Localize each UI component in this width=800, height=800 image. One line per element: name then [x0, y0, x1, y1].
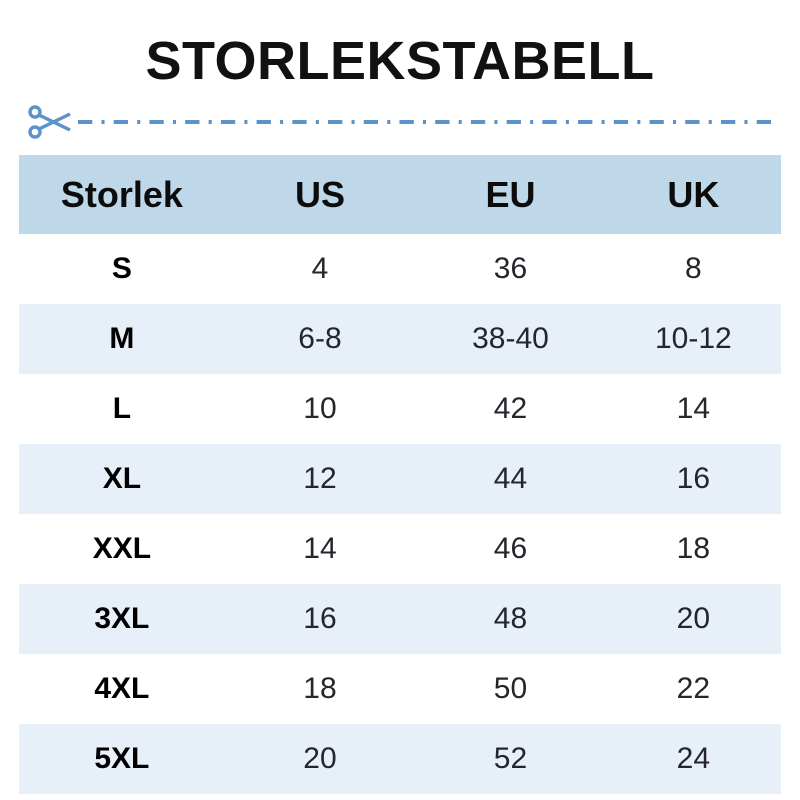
value-cell: 22	[676, 672, 711, 705]
scissors-icon	[28, 105, 71, 139]
size-cell: XL	[102, 462, 142, 495]
table-row-l: L 10 42 14	[19, 374, 781, 444]
value-cell: 24	[676, 742, 711, 775]
value-cell: 10-12	[655, 322, 732, 355]
table-row-3xl: 3XL 16 48 20	[19, 584, 781, 654]
value-cell: 42	[493, 392, 528, 425]
value-cell: 48	[493, 602, 528, 635]
size-cell: L	[112, 392, 132, 425]
value-cell: 12	[303, 462, 337, 495]
value-cell: 14	[303, 532, 337, 565]
value-cell: 14	[676, 392, 711, 425]
table-row-xl: XL 12 44 16	[19, 444, 781, 514]
table-row-5xl: 5XL 20 52 24	[19, 724, 781, 794]
size-table: Storlek US EU UK S 4 36 8 M 6-8 38-40 10-12 L 10 42 14…	[19, 155, 781, 794]
size-cell: S	[111, 252, 132, 285]
value-cell: 6-8	[298, 322, 342, 355]
value-cell: 52	[493, 742, 528, 775]
table-header-row: Storlek US EU UK	[19, 155, 781, 234]
table-row-m: M 6-8 38-40 10-12	[19, 304, 781, 374]
value-cell: 50	[493, 672, 528, 705]
column-header-uk: UK	[667, 173, 720, 215]
size-cell: XXL	[92, 532, 152, 565]
value-cell: 10	[303, 392, 337, 425]
value-cell: 38-40	[472, 322, 549, 355]
table-body: S 4 36 8 M 6-8 38-40 10-12 L 10 42 14 XL 12 44 16 XXL 14 4…	[19, 234, 781, 794]
value-cell: 18	[676, 532, 711, 565]
column-header-eu: EU	[485, 173, 536, 215]
column-header-storlek: Storlek	[60, 173, 183, 215]
table-row-xxl: XXL 14 46 18	[19, 514, 781, 584]
value-cell: 8	[685, 252, 702, 285]
page-title: STORLEKSTABELL	[145, 31, 655, 91]
value-cell: 20	[676, 602, 711, 635]
value-cell: 16	[676, 462, 711, 495]
column-header-us: US	[294, 173, 345, 215]
value-cell: 44	[493, 462, 528, 495]
size-chart-page: STORLEKSTABELL Storlek US EU UK S 4 36 8 M 6-8 38…	[0, 34, 800, 794]
table-row-s: S 4 36 8	[19, 234, 781, 304]
table-row-4xl: 4XL 18 50 22	[19, 654, 781, 724]
cut-line	[28, 102, 772, 142]
dashed-cut-line	[78, 120, 772, 124]
value-cell: 16	[303, 602, 337, 635]
value-cell: 20	[303, 742, 337, 775]
value-cell: 36	[493, 252, 528, 285]
size-cell: M	[109, 322, 135, 355]
size-cell: 4XL	[94, 672, 150, 705]
value-cell: 18	[303, 672, 337, 705]
size-cell: 3XL	[94, 602, 150, 635]
value-cell: 4	[311, 252, 329, 285]
size-cell: 5XL	[94, 742, 150, 775]
value-cell: 46	[493, 532, 528, 565]
